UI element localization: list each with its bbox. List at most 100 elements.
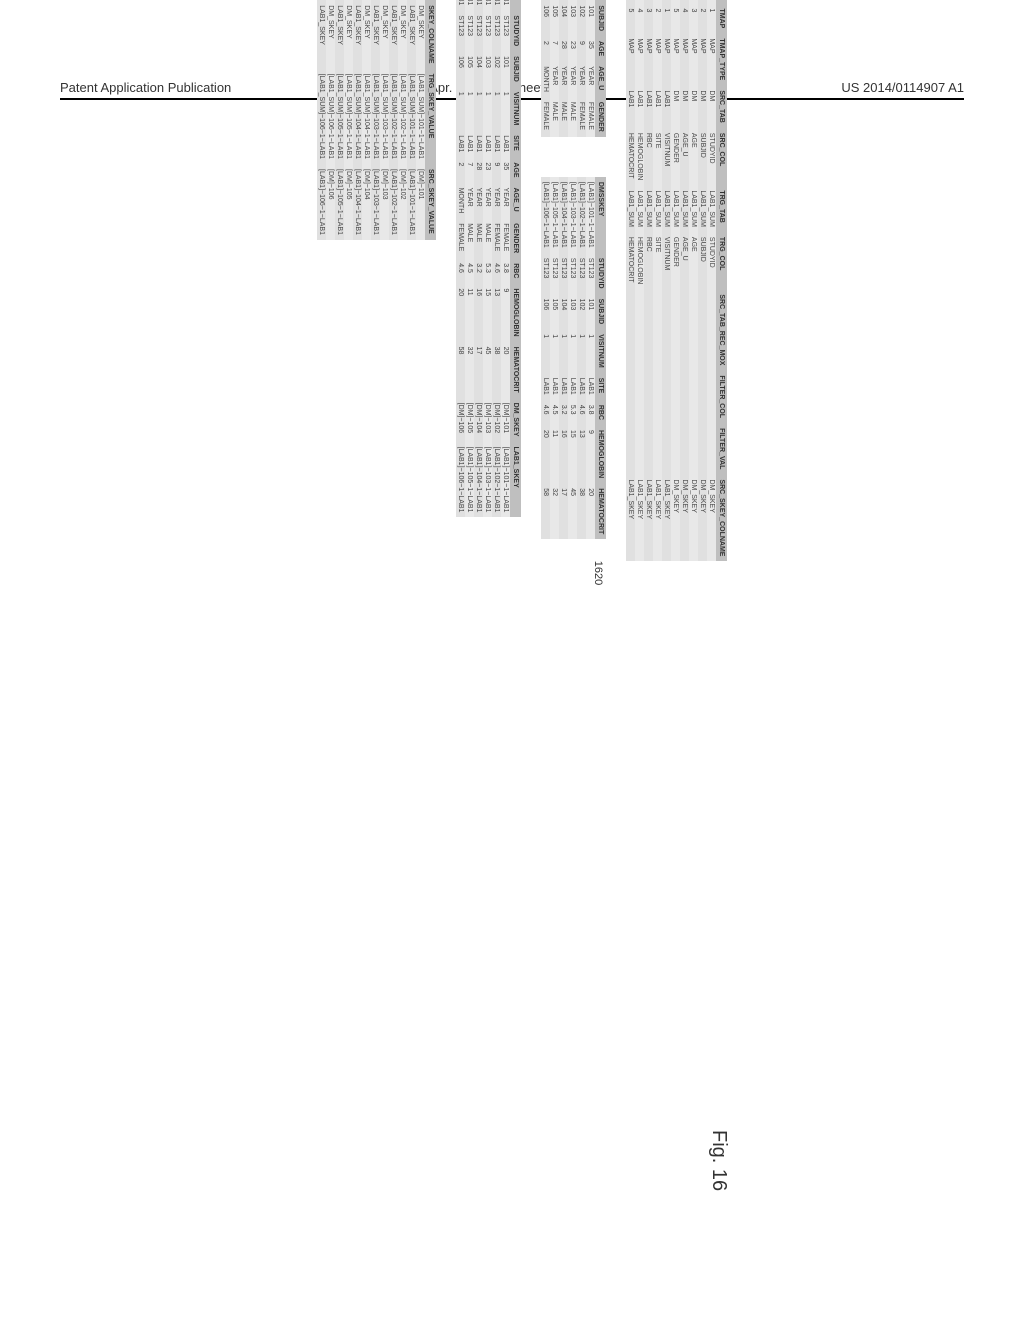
table-cell: DM_SKEY xyxy=(689,474,698,561)
column-header: RBC xyxy=(595,400,606,425)
table-cell: [LAB1]~101~1~LAB1 xyxy=(501,442,510,518)
table-cell: [LAB1]~102~1~LAB1 xyxy=(577,177,586,253)
table-cell: LAB1 xyxy=(662,85,671,128)
table-cell: GENDER xyxy=(671,232,680,289)
table-cell: 103 xyxy=(568,294,577,330)
table-cell: AGE xyxy=(689,232,698,289)
table-cell: RBC xyxy=(644,128,653,185)
table-cell: [LAB1_SUM]~101~1~LAB1 xyxy=(416,69,425,164)
column-header: VISITNUM xyxy=(595,329,606,372)
table-cell: LAB1_SUM xyxy=(707,185,716,232)
column-header: GENDER xyxy=(595,97,606,137)
table-cdt: CDT_MAP_IDSTUDYTMAPTMAP_TYPESRC_TABSRC_C… xyxy=(626,0,727,561)
column-header: RBC xyxy=(510,258,521,283)
table-cell: 20 xyxy=(456,283,465,341)
column-header: SUBJID xyxy=(595,294,606,330)
column-header: FILTER_COL xyxy=(716,370,727,423)
table-cell: 13 xyxy=(492,283,501,341)
table-cell: [LAB1]~103~1~LAB1 xyxy=(568,177,577,253)
table-lab1sum: DMSSKEYSTUDYIDSUBJIDVISITNUMSITEAGEAGE_U… xyxy=(456,0,521,517)
table-cell: 1 xyxy=(586,329,595,372)
table-cell: [LAB1]~102~1~LAB1 xyxy=(492,442,501,518)
table-cell xyxy=(671,423,680,474)
table-cell: FEMALE xyxy=(492,218,501,258)
table-cell: LAB1 xyxy=(550,373,559,400)
table-cell: [LAB1]~104~1~LAB1 xyxy=(474,442,483,518)
figure-label: Fig. 16 xyxy=(707,1130,730,1191)
table-cell: 3 xyxy=(644,3,653,33)
table-row: [DM]~102ST1231029YEARFEMALE xyxy=(577,0,586,137)
table-row: 10ST1235MAPLAB1HEMATOCRITLAB1_SUMHEMATOC… xyxy=(626,0,635,561)
table-cell: 3.8 xyxy=(586,400,595,425)
table-cell: 104 xyxy=(474,51,483,87)
figure-content: 1600 CDT_MAP_IDSTUDYTMAPTMAP_TYPESRC_TAB… xyxy=(297,0,727,875)
table-cell: HEMOGLOBIN xyxy=(635,232,644,289)
column-header: TRG_TAB xyxy=(716,185,727,232)
table-cell: LAB1_SUM xyxy=(626,185,635,232)
table-cell: 13 xyxy=(577,425,586,483)
table-cell: LAB1_SKEY xyxy=(407,0,416,68)
table-cell: [LAB1_SUM]~106~1~LAB1 xyxy=(326,69,335,164)
table-cell: 5.3 xyxy=(568,400,577,425)
table-1630-wrap: 1630 DMSSKEYSTUDYIDSUBJIDVISITNUMSITEAGE… xyxy=(456,0,521,875)
table-cell: YEAR xyxy=(550,61,559,97)
table-cell: [LAB1]~106~1~LAB1 xyxy=(317,164,326,240)
table-cell: DM_SKEY xyxy=(698,474,707,561)
table-cell: 17 xyxy=(559,483,568,539)
table-cell: YEAR xyxy=(483,183,492,219)
table-cell: [DM]~102 xyxy=(492,398,501,442)
table-cell xyxy=(635,289,644,370)
table-cell: 2 xyxy=(698,3,707,33)
table-cell: LAB1 xyxy=(474,130,483,157)
table-cell: 104 xyxy=(559,0,568,36)
table-cell: YEAR xyxy=(559,61,568,97)
table-cell: 4.6 xyxy=(456,258,465,283)
table-cell: 20 xyxy=(541,425,550,483)
table-row: LAB_SUMLAB1LAB1_SKEY[LAB1_SUM]~103~1~LAB… xyxy=(371,0,380,240)
table-row: 5ST1235MAPDMGENDERLAB1_SUMGENDERDM_SKEY xyxy=(671,0,680,561)
table-cell xyxy=(653,289,662,370)
table-cell: 15 xyxy=(568,425,577,483)
table-cell: [DM]~101 xyxy=(416,164,425,240)
table-row: 3ST1233MAPDMAGELAB1_SUMAGEDM_SKEY xyxy=(689,0,698,561)
table-cell: 1 xyxy=(492,87,501,130)
table-cell: MAP xyxy=(662,33,671,85)
table-cell: MALE xyxy=(474,218,483,258)
table-cell: YEAR xyxy=(568,61,577,97)
table-row: [DM]~105ST1231057YEARMALE xyxy=(550,0,559,137)
table-cell: ST123 xyxy=(465,10,474,51)
table-cell: [LAB1_SUM]~104~1~LAB1 xyxy=(353,69,362,164)
column-header: SRC_SKEY_VALUE xyxy=(425,164,436,240)
table-cell: HEMOGLOBIN xyxy=(635,128,644,185)
table-row: [LAB1_SUM]~106~1~LAB1ST1231061LAB12MONTH… xyxy=(456,0,465,517)
table-row: LAB_SUMLAB1LAB1_SKEY[LAB1_SUM]~105~1~LAB… xyxy=(335,0,344,240)
table-cell: FEMALE xyxy=(501,218,510,258)
table-cell xyxy=(680,423,689,474)
table-cell: LAB1_SKEY xyxy=(353,0,362,68)
table-cell: LAB1_SUM xyxy=(671,185,680,232)
table-cell: DM xyxy=(671,85,680,128)
table-cell: 4.6 xyxy=(577,400,586,425)
table-cell: FEMALE xyxy=(541,97,550,137)
table-cell: 4.6 xyxy=(492,258,501,283)
table-cell: [DM]~106 xyxy=(326,164,335,240)
column-header: HEMATOCRIT xyxy=(510,342,521,398)
table-cell: 5 xyxy=(671,3,680,33)
table-cell xyxy=(626,423,635,474)
table-cell: 20 xyxy=(586,483,595,539)
table-cell: 1 xyxy=(501,87,510,130)
table-cell: LAB1 xyxy=(586,373,595,400)
table-cell: [DM]~102 xyxy=(398,164,407,240)
table-cell: 15 xyxy=(483,283,492,341)
table-cell: [DM]~105 xyxy=(465,398,474,442)
table-cell xyxy=(689,423,698,474)
table-cell: SITE xyxy=(653,232,662,289)
table-cell xyxy=(680,370,689,423)
table-1610-wrap: 1610 DMSSKEYSTUDYIDSUBJIDAGEAGE_UGENDER … xyxy=(541,0,606,137)
column-header: SITE xyxy=(595,373,606,400)
column-header: DMSSKEY xyxy=(595,177,606,253)
column-header: SUBJID xyxy=(595,0,606,36)
table-cell: DM_SKEY xyxy=(416,0,425,68)
table-cell: 7 xyxy=(465,157,474,182)
table-cell: 106 xyxy=(456,51,465,87)
